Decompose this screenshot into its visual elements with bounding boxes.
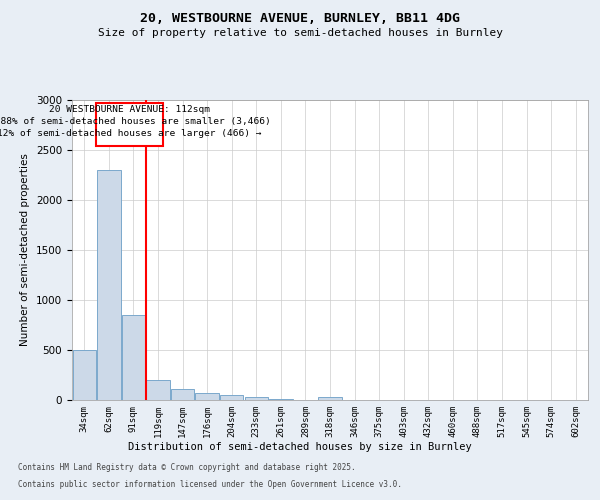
Text: Contains HM Land Registry data © Crown copyright and database right 2025.: Contains HM Land Registry data © Crown c…	[18, 464, 356, 472]
Bar	[146, 380, 170, 400]
Bar	[319, 397, 341, 400]
Text: ← 88% of semi-detached houses are smaller (3,466): ← 88% of semi-detached houses are smalle…	[0, 117, 271, 126]
Text: Size of property relative to semi-detached houses in Burnley: Size of property relative to semi-detach…	[97, 28, 503, 38]
Bar	[97, 170, 121, 400]
Bar	[122, 315, 145, 400]
Bar	[269, 399, 293, 400]
Y-axis label: Number of semi-detached properties: Number of semi-detached properties	[20, 154, 31, 346]
Bar	[196, 393, 219, 400]
Text: 12% of semi-detached houses are larger (466) →: 12% of semi-detached houses are larger (…	[0, 130, 262, 138]
Bar	[220, 395, 244, 400]
Text: 20, WESTBOURNE AVENUE, BURNLEY, BB11 4DG: 20, WESTBOURNE AVENUE, BURNLEY, BB11 4DG	[140, 12, 460, 26]
Text: 20 WESTBOURNE AVENUE: 112sqm: 20 WESTBOURNE AVENUE: 112sqm	[49, 105, 210, 114]
Bar	[73, 350, 96, 400]
Bar	[171, 389, 194, 400]
Text: Contains public sector information licensed under the Open Government Licence v3: Contains public sector information licen…	[18, 480, 402, 489]
Bar	[245, 397, 268, 400]
Text: Distribution of semi-detached houses by size in Burnley: Distribution of semi-detached houses by …	[128, 442, 472, 452]
FancyBboxPatch shape	[96, 103, 163, 146]
